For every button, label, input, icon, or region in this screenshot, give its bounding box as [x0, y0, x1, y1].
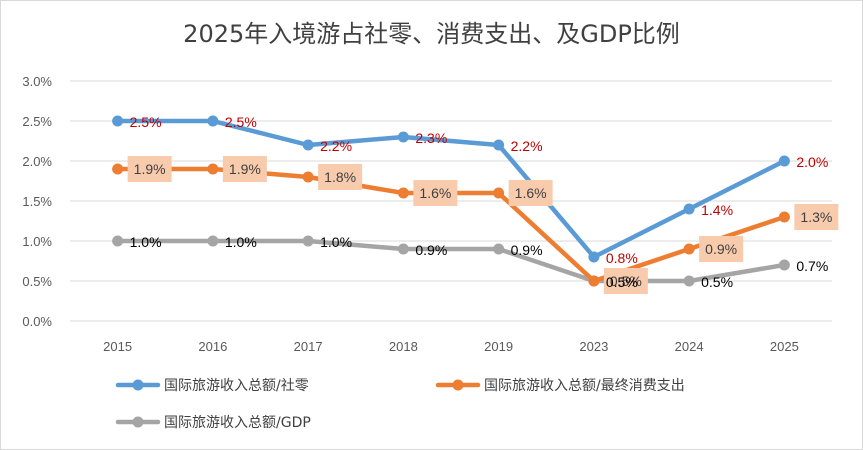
- data-point: [397, 131, 409, 143]
- data-label-box: [603, 268, 648, 294]
- data-point: [683, 203, 695, 215]
- data-label: 0.8%: [606, 250, 638, 266]
- data-label: 0.9%: [415, 242, 447, 258]
- series-markers: [112, 115, 790, 287]
- data-point: [683, 275, 695, 287]
- data-label: 1.4%: [701, 202, 733, 218]
- data-label-box: [699, 236, 744, 262]
- data-label-box: [508, 180, 553, 206]
- legend-label: 国际旅游收入总额/最终消费支出: [484, 378, 685, 394]
- y-tick-label: 0.5%: [22, 274, 52, 289]
- series-line: [115, 238, 787, 284]
- data-point: [493, 139, 505, 151]
- legend-label: 国际旅游收入总额/GDP: [164, 415, 311, 431]
- data-point: [112, 235, 124, 247]
- data-label: 2.2%: [511, 138, 543, 154]
- data-label: 0.5%: [701, 274, 733, 290]
- data-point: [397, 187, 409, 199]
- data-label: 1.9%: [229, 161, 261, 177]
- series-line: [115, 118, 787, 260]
- x-tick-label: 2015: [103, 339, 132, 354]
- data-label: 2.3%: [415, 130, 447, 146]
- data-label: 1.0%: [225, 234, 257, 250]
- x-axis-ticks: 2015 2016 2017 2018 2019 2023 2024 2025: [103, 339, 799, 354]
- data-label-box: [222, 156, 267, 182]
- y-tick-label: 2.5%: [22, 114, 52, 129]
- data-label-box: [127, 156, 172, 182]
- data-label: 1.8%: [324, 169, 356, 185]
- data-label: 2.2%: [320, 138, 352, 154]
- data-point: [493, 243, 505, 255]
- data-label: 1.6%: [515, 185, 547, 201]
- data-point: [397, 243, 409, 255]
- legend-marker: [452, 379, 464, 391]
- x-tick-label: 2016: [198, 339, 227, 354]
- data-label: 1.6%: [419, 185, 451, 201]
- data-point: [302, 235, 314, 247]
- data-point: [683, 243, 695, 255]
- data-label-box: [413, 180, 458, 206]
- data-point: [493, 187, 505, 199]
- data-point: [207, 163, 219, 175]
- data-point: [112, 163, 124, 175]
- data-label-box: [318, 164, 363, 190]
- data-point: [302, 171, 314, 183]
- y-tick-label: 3.0%: [22, 74, 52, 89]
- data-point: [778, 155, 790, 167]
- data-label: 1.0%: [130, 234, 162, 250]
- legend-marker: [132, 379, 144, 391]
- chart-title: 2025年入境游占社零、消费支出、及GDP比例: [183, 20, 680, 48]
- data-point: [207, 235, 219, 247]
- data-label: 0.9%: [511, 242, 543, 258]
- data-label: 1.0%: [320, 234, 352, 250]
- data-label: 2.5%: [130, 114, 162, 130]
- x-tick-label: 2023: [579, 339, 608, 354]
- y-tick-label: 1.0%: [22, 234, 52, 249]
- y-axis-ticks: 0.0% 0.5% 1.0% 1.5% 2.0% 2.5% 3.0%: [22, 74, 52, 329]
- x-tick-label: 2025: [770, 339, 799, 354]
- data-label: 0.9%: [705, 241, 737, 257]
- data-point: [778, 259, 790, 271]
- data-labels: 2.5% 2.5% 2.2% 2.3% 2.2% 0.8% 1.4% 2.0% 1.9% 1.9%…: [127, 114, 839, 294]
- data-point: [588, 275, 600, 287]
- x-tick-label: 2018: [389, 339, 418, 354]
- data-point: [778, 211, 790, 223]
- data-label-box: [794, 204, 839, 230]
- y-tick-label: 2.0%: [22, 154, 52, 169]
- legend-marker: [132, 416, 144, 428]
- data-label: 2.0%: [796, 154, 828, 170]
- data-label: 2.5%: [225, 114, 257, 130]
- x-tick-label: 2024: [675, 339, 704, 354]
- data-label: 0.5%: [610, 273, 642, 289]
- x-tick-label: 2017: [294, 339, 323, 354]
- data-point: [112, 115, 124, 127]
- data-point: [588, 251, 600, 263]
- data-point: [302, 139, 314, 151]
- data-label: 0.5%: [606, 274, 638, 290]
- y-tick-label: 0.0%: [22, 314, 52, 329]
- data-point: [207, 115, 219, 127]
- data-label: 1.3%: [800, 209, 832, 225]
- data-label: 1.9%: [134, 161, 166, 177]
- y-tick-label: 1.5%: [22, 194, 52, 209]
- x-tick-label: 2019: [484, 339, 513, 354]
- data-label: 0.7%: [796, 258, 828, 274]
- legend-label: 国际旅游收入总额/社零: [164, 378, 309, 394]
